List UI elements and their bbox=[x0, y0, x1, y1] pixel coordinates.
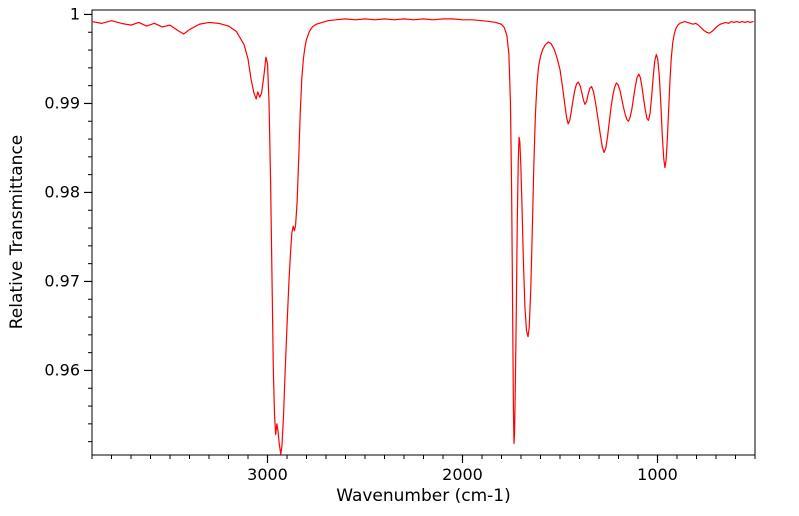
x-axis-title: Wavenumber (cm-1) bbox=[336, 486, 511, 506]
spectrum-line bbox=[91, 18, 754, 455]
x-tick-label: 1000 bbox=[637, 465, 678, 484]
plot-frame bbox=[91, 9, 756, 456]
y-tick-label: 1 bbox=[70, 4, 80, 23]
x-tick-label: 2000 bbox=[442, 465, 483, 484]
y-axis-title: Relative Transmittance bbox=[7, 134, 27, 330]
y-tick-label: 0.99 bbox=[44, 93, 80, 112]
y-tick-label: 0.98 bbox=[44, 182, 80, 201]
x-tick-label: 3000 bbox=[247, 465, 288, 484]
y-tick-label: 0.96 bbox=[44, 360, 80, 379]
y-tick-label: 0.97 bbox=[44, 271, 80, 290]
